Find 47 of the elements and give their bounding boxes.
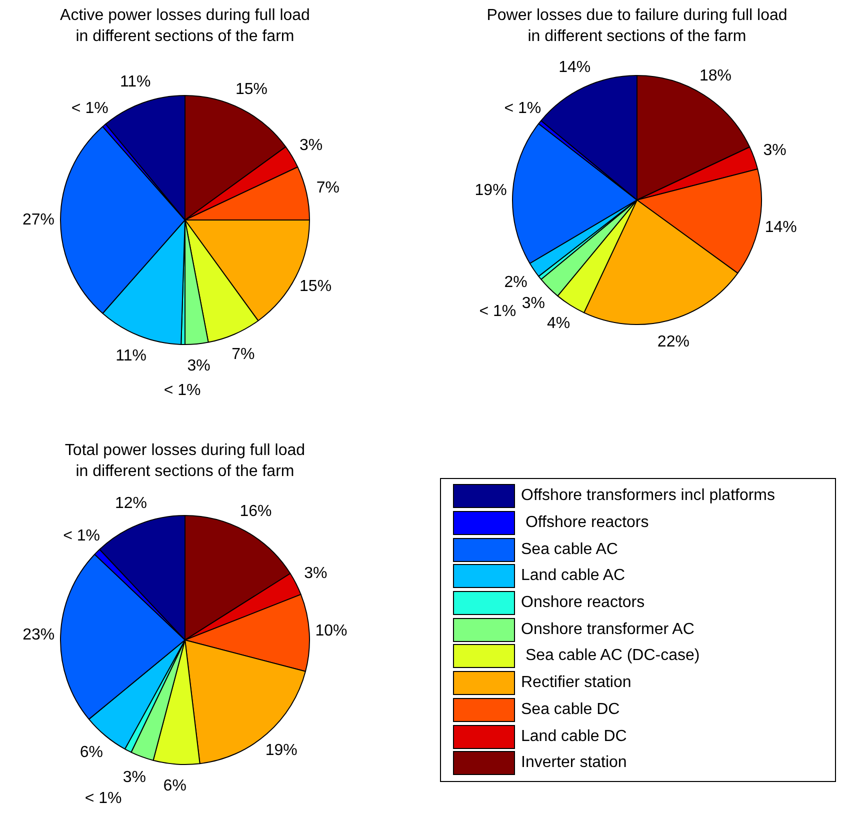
data-label: 15% bbox=[300, 278, 332, 295]
data-label: 11% bbox=[120, 74, 151, 91]
data-label: 19% bbox=[265, 742, 298, 759]
data-label: 27% bbox=[22, 211, 55, 228]
data-label: < 1% bbox=[164, 382, 201, 399]
data-label: 12% bbox=[114, 495, 147, 512]
data-label: 10% bbox=[315, 622, 348, 640]
data-label: 3% bbox=[763, 142, 786, 159]
data-label: < 1% bbox=[504, 100, 542, 117]
data-label: 22% bbox=[657, 333, 690, 350]
data-label: 11% bbox=[116, 348, 146, 365]
data-label: 2% bbox=[504, 274, 528, 291]
data-label: 7% bbox=[232, 346, 255, 363]
data-label: 14% bbox=[558, 58, 591, 76]
data-label: 18% bbox=[699, 68, 732, 85]
legend-label: Sea cable AC (DC-case) bbox=[524, 647, 700, 666]
legend-label: Offshore transformers incl platforms bbox=[521, 487, 776, 506]
legend-label: Offshore reactors bbox=[524, 514, 649, 532]
chart-title: Active power losses during full load in different sections of the farm bbox=[59, 6, 311, 47]
legend-label: Land cable DC bbox=[521, 728, 627, 746]
legend-label: Sea cable AC bbox=[521, 540, 618, 559]
legend-label: Inverter station bbox=[521, 754, 627, 772]
data-label: 23% bbox=[22, 626, 55, 644]
data-label: 4% bbox=[546, 315, 570, 332]
data-label: 6% bbox=[163, 778, 186, 795]
legend-label: Rectifier station bbox=[521, 674, 632, 692]
data-label: 6% bbox=[80, 744, 104, 762]
data-label: 19% bbox=[474, 182, 507, 200]
data-label: < 1% bbox=[63, 528, 100, 545]
data-label: 14% bbox=[764, 218, 797, 236]
chart-title: Total power losses during full load in different sections of the farm bbox=[64, 441, 306, 482]
data-label: 15% bbox=[235, 80, 268, 98]
chart-title: Power losses due to failure during full load in different sections of the farm bbox=[486, 6, 788, 47]
data-label: 3% bbox=[122, 768, 146, 786]
legend-label: Sea cable DC bbox=[521, 700, 620, 719]
data-label: < 1% bbox=[71, 100, 108, 118]
legend-label: Onshore transformer AC bbox=[521, 620, 694, 639]
data-label: 7% bbox=[316, 179, 340, 196]
data-label: 3% bbox=[187, 357, 210, 374]
data-label: 3% bbox=[522, 294, 545, 312]
data-label: 3% bbox=[304, 565, 328, 582]
data-label: < 1% bbox=[479, 303, 516, 320]
legend-label: Onshore reactors bbox=[521, 594, 645, 612]
data-label: 3% bbox=[300, 136, 323, 154]
data-label: 16% bbox=[240, 503, 272, 520]
legend-label: Land cable AC bbox=[521, 567, 626, 586]
data-label: < 1% bbox=[84, 790, 122, 808]
